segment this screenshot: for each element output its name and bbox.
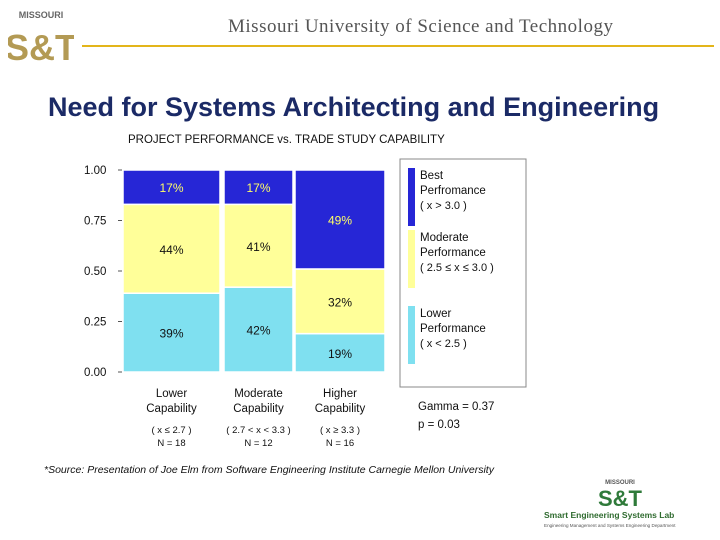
- performance-chart: PROJECT PERFORMANCE vs. TRADE STUDY CAPA…: [80, 126, 540, 456]
- chart-title: PROJECT PERFORMANCE vs. TRADE STUDY CAPA…: [128, 134, 445, 146]
- category-label: Capability: [233, 403, 284, 415]
- category-range: ( 2.7 < x < 3.3 ): [226, 425, 290, 436]
- slide-title: Need for Systems Architecting and Engine…: [48, 92, 660, 122]
- y-tick-label: 0.50: [84, 266, 106, 278]
- category-range: ( x ≥ 3.3 ): [320, 425, 360, 436]
- logo-main-text: S&T: [8, 27, 74, 68]
- legend-swatch-lower: [408, 306, 415, 364]
- bars-group: 39% 44% 17% 42% 41% 17% 19% 32% 49%: [122, 169, 386, 373]
- legend: Best Perfromance ( x > 3.0 ) Moderate Perfor…: [399, 158, 527, 388]
- legend-label: Performance: [420, 247, 486, 259]
- university-name: Missouri University of Science and Techn…: [228, 16, 614, 37]
- header-rule: [82, 45, 714, 47]
- lab-name: Smart Engineering Systems Lab: [544, 510, 674, 520]
- bar-data-label: 17%: [246, 181, 270, 195]
- bar-data-label: 32%: [328, 295, 352, 309]
- bar-data-label: 19%: [328, 347, 352, 361]
- bar-segment-moderate: [122, 203, 221, 294]
- legend-swatch-moderate: [408, 230, 415, 288]
- category-label: Moderate: [234, 388, 283, 400]
- bar-data-label: 42%: [246, 324, 270, 338]
- legend-range: ( x < 2.5 ): [420, 338, 467, 350]
- bar-data-label: 17%: [159, 181, 183, 195]
- source-note: *Source: Presentation of Joe Elm from So…: [44, 464, 494, 476]
- bar-segment-moderate: [294, 268, 386, 335]
- lab-logo-top: MISSOURI: [605, 480, 635, 486]
- y-tick-label: 0.25: [84, 317, 106, 329]
- legend-range: ( x > 3.0 ): [420, 200, 467, 212]
- category-label: Capability: [315, 403, 366, 415]
- gamma-stat: Gamma = 0.37: [418, 401, 494, 413]
- bar-segment-moderate: [223, 203, 294, 288]
- y-tick-label: 1.00: [84, 165, 106, 177]
- logo-top-text: MISSOURI: [19, 10, 64, 20]
- category-n: N = 18: [157, 438, 185, 449]
- missouri-st-logo: MISSOURI S&T: [8, 8, 74, 70]
- category-label: Higher: [323, 388, 357, 400]
- legend-label: Perfromance: [420, 185, 486, 197]
- category-n: N = 16: [326, 438, 354, 449]
- bar-data-label: 44%: [159, 243, 183, 257]
- legend-label: Lower: [420, 308, 451, 320]
- bar-data-label: 41%: [246, 240, 270, 254]
- lab-logo: MISSOURI S&T Smart Engineering Systems L…: [544, 480, 676, 528]
- legend-box: [399, 158, 527, 388]
- p-value-stat: p = 0.03: [418, 419, 460, 431]
- y-axis: 0.00 0.25 0.50 0.75 1.00: [84, 165, 122, 379]
- category-label: Capability: [146, 403, 197, 415]
- category-label: Lower: [156, 388, 187, 400]
- lab-dept: Engineering Management and Systems Engin…: [544, 523, 676, 528]
- legend-label: Moderate: [420, 232, 469, 244]
- category-n: N = 12: [244, 438, 272, 449]
- legend-swatch-best: [408, 168, 415, 226]
- bar-data-label: 39%: [159, 327, 183, 341]
- bar-segment-best: [122, 169, 221, 206]
- bar-data-label: 49%: [328, 213, 352, 227]
- category-range: ( x ≤ 2.7 ): [151, 425, 191, 436]
- legend-label: Performance: [420, 323, 486, 335]
- lab-logo-main: S&T: [598, 486, 643, 511]
- bar-segment-lower: [122, 292, 221, 373]
- category-labels: Lower Capability ( x ≤ 2.7 ) N = 18 Moderate…: [146, 388, 365, 449]
- bar-segment-best: [294, 169, 386, 270]
- bar-segment-best: [223, 169, 294, 206]
- y-tick-label: 0.75: [84, 216, 106, 228]
- y-tick-label: 0.00: [84, 367, 106, 379]
- legend-range: ( 2.5 ≤ x ≤ 3.0 ): [420, 262, 494, 274]
- legend-label: Best: [420, 170, 444, 182]
